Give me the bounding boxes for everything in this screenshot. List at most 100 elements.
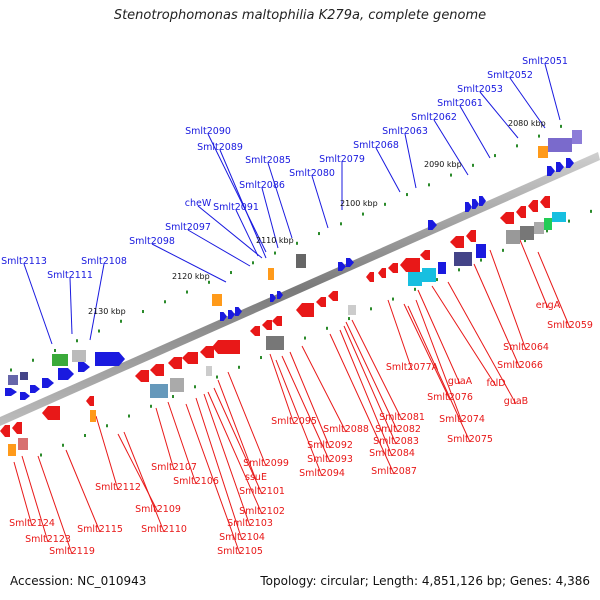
tick-label: 2080 kbp [508,119,546,128]
forward-gene [58,368,74,380]
guide-dot [150,404,152,408]
leader-line [151,243,227,283]
leader-line [275,359,323,477]
reverse-gene [540,196,550,208]
guide-dot [76,339,78,343]
gene-label: Smlt2110 [141,524,187,535]
gene-label: Smlt2097 [165,222,211,233]
guide-dot [238,365,240,369]
forward-gene [235,307,242,316]
gene-label: Smlt2083 [373,436,419,447]
gene-label: Smlt2075 [447,434,493,445]
gene-label: Smlt2115 [77,524,123,535]
guide-dot [538,134,540,138]
reverse-gene [378,268,386,278]
misc-feature [52,354,68,366]
leader-line [339,329,393,457]
leader-line [89,263,105,341]
guide-dot [326,326,328,330]
gene-label: Smlt2061 [437,98,483,109]
topology-text: Topology: circular; Length: 4,851,126 bp… [260,574,590,588]
reverse-gene [182,352,198,364]
tick-label: 2100 kbp [340,199,378,208]
guide-dot [186,290,188,294]
gene-label: Smlt2066 [497,360,543,371]
reverse-gene [500,212,514,224]
leader-line [387,299,413,371]
misc-feature [8,375,18,385]
misc-feature [422,268,436,282]
leader-line [345,321,399,433]
gene-label: Smlt2076 [427,392,473,403]
leader-line [95,415,119,491]
leader-line [417,289,461,385]
misc-feature [90,410,96,422]
gene-label: Smlt2103 [227,518,273,529]
misc-feature [548,138,572,152]
guide-dot [318,232,320,236]
leader-line [281,355,331,463]
misc-feature [296,254,306,268]
forward-gene [30,385,40,393]
reverse-gene [0,425,10,437]
reverse-gene [200,346,214,358]
guide-dot [106,424,108,428]
leader-line [219,149,267,259]
gene-label: Smlt2104 [219,532,265,543]
gene-label: cheW [185,198,212,209]
forward-gene [42,378,54,388]
tick-label: 2130 kbp [88,307,126,316]
leader-line [489,249,527,351]
gene-label: Smlt2112 [95,482,141,493]
gene-label: Smlt2068 [353,140,399,151]
guide-dot [546,229,548,233]
map-title: Stenotrophomonas maltophilia K279a, comp… [113,8,487,23]
misc-feature [438,262,446,274]
forward-gene [95,352,125,366]
reverse-gene [450,236,464,248]
guide-dot [62,443,64,447]
guide-dot [120,319,122,323]
guide-dot [98,329,100,333]
gene-label: Smlt2105 [217,546,263,557]
forward-gene [338,262,346,271]
misc-feature [534,222,544,234]
reverse-gene [86,396,94,406]
gene-label: Smlt2119 [49,546,95,557]
genome-backbone [0,152,600,426]
gene-label: Smlt2062 [411,112,457,123]
leader-line [404,133,417,189]
gene-label: Smlt2101 [239,486,285,497]
gene-label: guaA [448,376,473,387]
reverse-gene [528,200,538,212]
tick-label: 2120 kbp [172,272,210,281]
forward-gene [346,258,354,267]
leader-line [343,325,397,445]
leader-line [479,91,519,139]
guide-dot [370,307,372,311]
forward-gene [465,202,472,212]
reverse-gene [212,340,240,354]
leader-line [267,162,293,239]
leader-line [407,305,471,443]
reverse-gene [250,326,260,336]
gene-label: Smlt2084 [369,448,415,459]
misc-feature [506,230,520,244]
forward-gene [479,196,486,206]
misc-feature [268,268,274,280]
gene-label: Smlt2111 [47,270,93,281]
leader-line [13,461,33,527]
guide-dot [502,248,504,252]
gene-label: Smlt2080 [289,168,335,179]
reverse-gene [135,370,149,382]
tick-label: 2090 kbp [424,160,462,169]
guide-dot [304,336,306,340]
gene-label: Smlt2085 [245,155,291,166]
leader-line [447,281,517,405]
forward-gene [20,392,30,400]
gene-label: engA [536,300,561,311]
reverse-gene [400,258,420,272]
guide-dot [164,300,166,304]
